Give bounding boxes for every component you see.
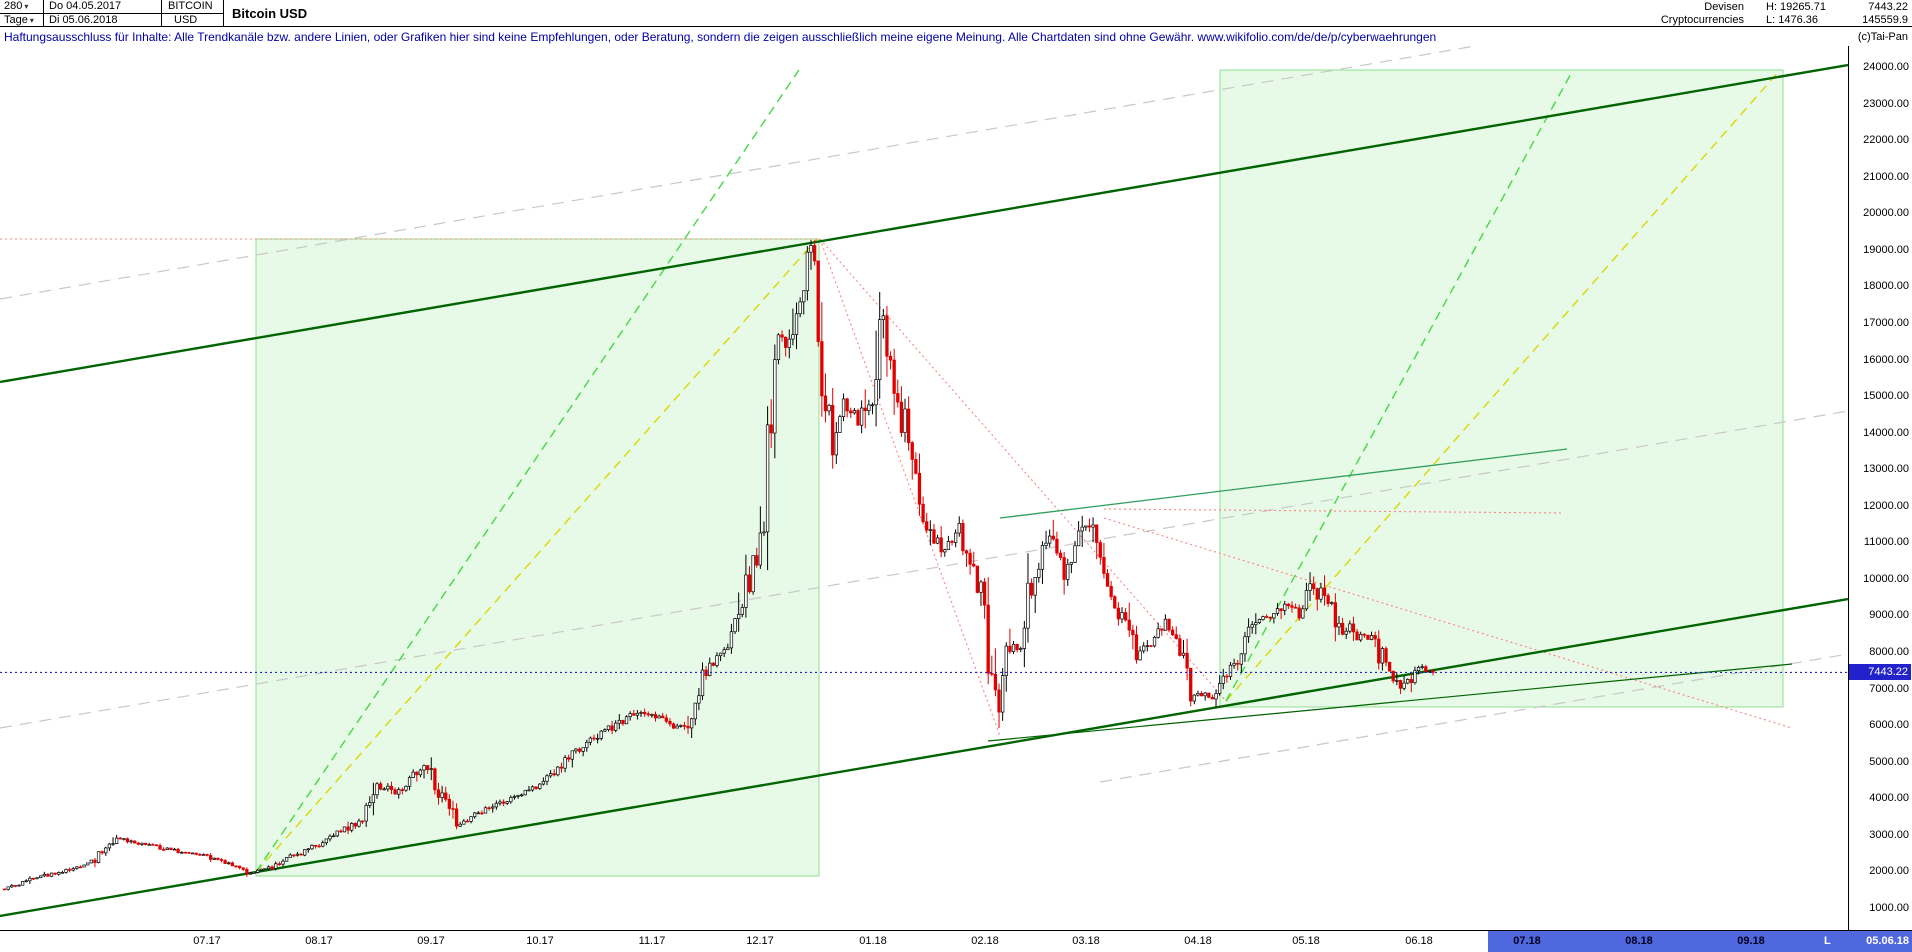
x-axis-label: 08.17 — [305, 935, 333, 947]
trend-zone-2017-rally — [255, 238, 820, 877]
x-axis-label: 09.17 — [417, 935, 445, 947]
x-axis-label: 02.18 — [971, 935, 999, 947]
date-to-field[interactable]: Di 05.06.2018 — [44, 14, 162, 27]
y-axis-label: 10000.00 — [1863, 572, 1909, 585]
gray-channel-lower — [1099, 653, 1848, 783]
x-axis-label: 12.17 — [746, 935, 774, 947]
x-axis-label-future: 08.18 — [1625, 935, 1653, 947]
y-axis-label: 15000.00 — [1863, 390, 1909, 403]
y-axis-label: 22000.00 — [1863, 134, 1909, 147]
x-axis-label: 07.17 — [193, 935, 221, 947]
main-channel-upper — [0, 63, 1848, 384]
last-date-label: 05.06.18 — [1866, 935, 1909, 947]
volume-value: 145559.9 — [1862, 14, 1908, 26]
y-axis-label: 6000.00 — [1869, 719, 1909, 732]
x-axis-label: 01.18 — [859, 935, 887, 947]
red-fan-feb-low — [819, 238, 1001, 737]
green-fan-right — [1225, 69, 1574, 702]
x-axis-label-future: 09.18 — [1737, 935, 1765, 947]
candles — [2, 240, 1435, 891]
y-axis-label: 24000.00 — [1863, 61, 1909, 73]
main-channel-lower — [0, 597, 1848, 918]
period-high-value: H: 19265.71 — [1766, 1, 1826, 13]
candlestick-chart — [0, 46, 1848, 918]
symbol-label: BITCOIN — [162, 0, 224, 14]
x-axis-label: 10.17 — [526, 935, 554, 947]
date-from-field[interactable]: Do 04.05.2017 — [44, 0, 162, 14]
last-price-value: 7443.22 — [1868, 1, 1908, 13]
future-months-highlight — [1488, 931, 1912, 952]
y-axis-label: 12000.00 — [1863, 499, 1909, 512]
price-axis: 24000.00 23000.00 22000.00 21000.00 20000.00… — [1848, 46, 1912, 931]
y-axis-label: 7000.00 — [1869, 682, 1909, 695]
period-low-value: L: 1476.36 — [1766, 14, 1818, 26]
y-axis-label: 18000.00 — [1863, 280, 1909, 293]
category-label: Devisen — [1704, 1, 1744, 13]
timeframe-value: Tage — [4, 14, 28, 26]
x-axis-label: 06.18 — [1405, 935, 1433, 947]
support-wedge-line — [987, 663, 1793, 742]
period-dropdown[interactable]: 280 ▾ — [0, 0, 44, 14]
y-axis-label: 14000.00 — [1863, 426, 1909, 439]
y-axis-label: 1000.00 — [1869, 902, 1909, 915]
green-fan-left — [255, 69, 800, 873]
yellow-fan-left — [255, 238, 818, 873]
y-axis-label: 20000.00 — [1863, 207, 1909, 220]
chevron-down-icon: ▾ — [29, 16, 34, 25]
y-axis-label: 2000.00 — [1869, 865, 1909, 878]
y-axis-label: 19000.00 — [1863, 243, 1909, 256]
red-resistance-11900 — [1103, 508, 1562, 514]
y-axis-label: 11000.00 — [1863, 536, 1909, 549]
time-axis: L 05.06.18 07.17 08.17 09.17 10.17 11.17 12.1… — [0, 930, 1912, 952]
x-axis-label: 03.18 — [1072, 935, 1100, 947]
x-axis-label: 05.18 — [1292, 935, 1320, 947]
y-axis-label: 5000.00 — [1869, 755, 1909, 768]
mid-resistance-line — [999, 448, 1568, 519]
gray-channel-mid — [0, 410, 1848, 729]
currency-label: USD — [162, 14, 224, 27]
y-axis-label: 4000.00 — [1869, 792, 1909, 805]
copyright-label: (c)Tai-Pan — [1857, 31, 1908, 43]
chevron-down-icon: ▾ — [24, 2, 29, 11]
x-axis-label: 04.18 — [1184, 935, 1212, 947]
trend-zone-2018-projection — [1219, 69, 1784, 708]
x-axis-label-future: 07.18 — [1513, 935, 1541, 947]
y-axis-label: 16000.00 — [1863, 353, 1909, 366]
y-axis-label: 17000.00 — [1863, 316, 1909, 329]
y-axis-label: 8000.00 — [1869, 646, 1909, 659]
timeframe-dropdown[interactable]: Tage ▾ — [0, 14, 44, 27]
chart-canvas[interactable] — [0, 46, 1848, 930]
x-axis-label: 11.17 — [638, 935, 666, 947]
subcategory-label: Cryptocurrencies — [1660, 14, 1744, 26]
toolbar: 280 ▾ Tage ▾ Do 04.05.2017 Di 05.06.2018 B… — [0, 0, 1912, 27]
chart-title: Bitcoin USD — [232, 6, 308, 21]
disclaimer-text: Haftungsausschluss für Inhalte: Alle Tre… — [4, 30, 1437, 44]
current-price-tag: 7443.22 — [1849, 664, 1911, 680]
y-axis-label: 13000.00 — [1863, 463, 1909, 476]
y-axis-label: 21000.00 — [1863, 170, 1909, 183]
last-marker-label: L — [1824, 935, 1831, 947]
y-axis-label: 3000.00 — [1869, 828, 1909, 841]
y-axis-label: 23000.00 — [1863, 97, 1909, 110]
y-axis-label: 9000.00 — [1869, 609, 1909, 622]
period-value: 280 — [4, 0, 23, 12]
disclaimer-bar: Haftungsausschluss für Inhalte: Alle Tre… — [0, 28, 1912, 46]
